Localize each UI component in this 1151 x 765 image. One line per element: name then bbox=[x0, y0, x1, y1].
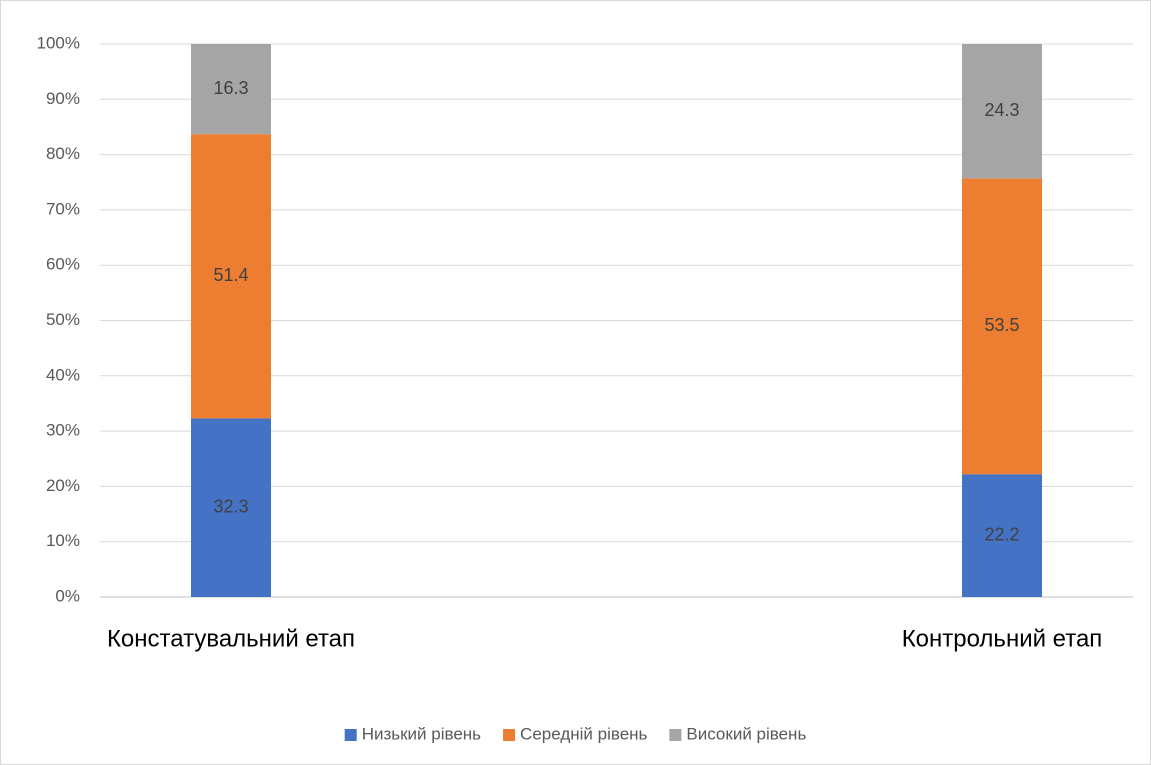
legend-swatch bbox=[344, 729, 357, 741]
legend-swatch bbox=[503, 729, 516, 741]
y-tick-label: 0% bbox=[55, 586, 80, 605]
bar-segment bbox=[191, 418, 271, 597]
legend-label: Низький рівень bbox=[362, 724, 481, 743]
data-label: 24.3 bbox=[984, 100, 1019, 120]
legend-swatch bbox=[669, 729, 682, 741]
data-label: 32.3 bbox=[213, 496, 248, 516]
legend-label: Високий рівень bbox=[686, 724, 806, 743]
bar-segment bbox=[962, 474, 1042, 597]
legend-label: Середній рівень bbox=[520, 724, 647, 743]
bar-segment bbox=[191, 44, 271, 135]
y-tick-label: 80% bbox=[46, 144, 80, 163]
data-label: 51.4 bbox=[213, 265, 248, 285]
x-tick-label: Констатувальний етап bbox=[107, 625, 355, 652]
x-tick-label: Контрольний етап bbox=[902, 625, 1103, 652]
y-tick-label: 100% bbox=[37, 33, 80, 52]
y-tick-label: 90% bbox=[46, 89, 80, 108]
y-tick-label: 40% bbox=[46, 365, 80, 384]
bar-segment bbox=[962, 178, 1042, 475]
bar-segment bbox=[191, 134, 271, 419]
y-tick-label: 70% bbox=[46, 199, 80, 218]
y-tick-label: 60% bbox=[46, 255, 80, 274]
data-label: 22.2 bbox=[984, 524, 1019, 544]
legend: Низький рівень Середній рівень Високий рів… bbox=[344, 724, 806, 743]
y-tick-label: 20% bbox=[46, 476, 80, 495]
y-tick-label: 10% bbox=[46, 531, 80, 550]
data-label: 16.3 bbox=[213, 78, 248, 98]
bar-segment bbox=[962, 44, 1042, 179]
y-tick-label: 30% bbox=[46, 421, 80, 440]
data-label: 53.5 bbox=[984, 315, 1019, 335]
y-tick-label: 50% bbox=[46, 310, 80, 329]
